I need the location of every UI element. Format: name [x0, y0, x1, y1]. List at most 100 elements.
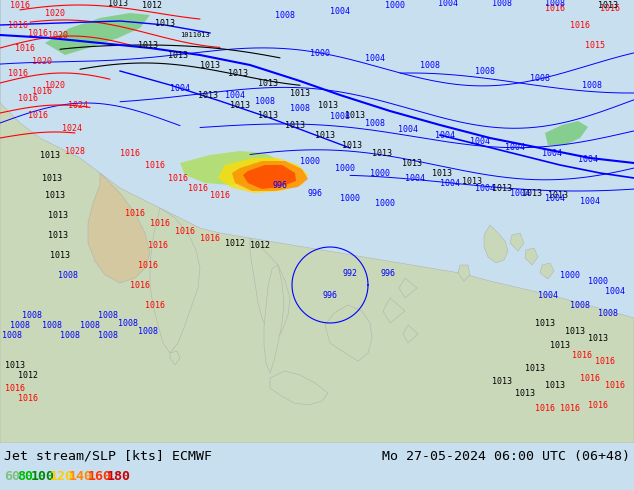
Text: 1024: 1024: [68, 100, 88, 109]
Text: 996: 996: [273, 180, 287, 190]
Text: 1016: 1016: [145, 161, 165, 170]
Text: 1013: 1013: [550, 341, 570, 349]
Text: 1008: 1008: [10, 320, 30, 329]
Text: 1028: 1028: [65, 147, 85, 155]
Text: 1008: 1008: [475, 67, 495, 75]
Text: 120: 120: [49, 470, 74, 483]
Text: 1012: 1012: [142, 0, 162, 9]
Text: 1008: 1008: [138, 326, 158, 336]
Text: 1013: 1013: [318, 100, 338, 109]
Text: 1016: 1016: [175, 226, 195, 236]
Text: 1013: 1013: [598, 0, 618, 9]
Polygon shape: [0, 0, 634, 443]
Text: 1016: 1016: [120, 148, 140, 157]
Text: 1016: 1016: [138, 261, 158, 270]
Text: 1013: 1013: [258, 78, 278, 88]
Text: 1024: 1024: [62, 123, 82, 132]
Text: 1008: 1008: [570, 300, 590, 310]
Text: 1013: 1013: [228, 69, 248, 77]
Text: 1013: 1013: [492, 183, 512, 193]
Text: 1000: 1000: [370, 169, 390, 177]
Text: 1004: 1004: [475, 183, 495, 193]
Polygon shape: [264, 265, 284, 373]
Text: 1016: 1016: [18, 94, 38, 102]
Text: 1013: 1013: [525, 364, 545, 372]
Text: 1013: 1013: [45, 191, 65, 199]
Text: 1011013: 1011013: [180, 32, 210, 38]
Text: 1008: 1008: [530, 74, 550, 82]
Polygon shape: [403, 325, 418, 343]
Text: 1000: 1000: [300, 156, 320, 166]
Text: 1016: 1016: [10, 0, 30, 9]
Polygon shape: [458, 265, 470, 281]
Text: 1020: 1020: [45, 8, 65, 18]
Text: 1004: 1004: [510, 189, 530, 197]
Text: 1016: 1016: [535, 403, 555, 413]
Text: 992: 992: [342, 269, 358, 277]
Polygon shape: [45, 13, 150, 55]
Text: 1013: 1013: [5, 361, 25, 369]
Text: 1013: 1013: [40, 150, 60, 160]
Text: 1004: 1004: [580, 196, 600, 205]
Text: 1013: 1013: [432, 169, 452, 177]
Polygon shape: [88, 173, 150, 283]
Text: 1008: 1008: [330, 112, 350, 121]
Text: 1016: 1016: [18, 393, 38, 402]
Text: 1000: 1000: [340, 194, 360, 202]
Text: 1004: 1004: [405, 173, 425, 182]
Text: 1016: 1016: [572, 350, 592, 360]
Polygon shape: [510, 233, 524, 251]
Text: 1008: 1008: [582, 80, 602, 90]
Text: 1004: 1004: [225, 91, 245, 99]
Text: 1008: 1008: [492, 0, 512, 7]
Polygon shape: [250, 238, 290, 343]
Text: 1016: 1016: [605, 381, 625, 390]
Text: 1004: 1004: [538, 291, 558, 299]
Text: 1004: 1004: [435, 130, 455, 140]
Text: 1012: 1012: [250, 241, 270, 249]
Polygon shape: [545, 121, 588, 145]
Text: 1008: 1008: [2, 330, 22, 340]
Text: 1013: 1013: [285, 121, 305, 129]
Text: 1008: 1008: [290, 103, 310, 113]
Text: 1004: 1004: [440, 178, 460, 188]
Text: 1008: 1008: [98, 311, 118, 319]
Text: 1013: 1013: [565, 326, 585, 336]
Text: 1004: 1004: [330, 6, 350, 16]
Text: 1013: 1013: [50, 250, 70, 260]
Text: 1013: 1013: [200, 60, 220, 70]
Text: 140: 140: [69, 470, 93, 483]
Text: 1008: 1008: [420, 60, 440, 70]
Text: 1008: 1008: [365, 119, 385, 127]
Text: 1016: 1016: [560, 403, 580, 413]
Text: 1012: 1012: [18, 370, 38, 379]
Polygon shape: [484, 225, 508, 263]
Polygon shape: [270, 371, 328, 405]
Text: 1004: 1004: [365, 53, 385, 63]
Text: 1013: 1013: [522, 189, 542, 197]
Text: 996: 996: [307, 189, 323, 197]
Text: 1016: 1016: [150, 219, 170, 227]
Text: 1004: 1004: [470, 137, 490, 146]
Text: 1013: 1013: [545, 381, 565, 390]
Text: 1013: 1013: [108, 0, 128, 7]
Text: 1016: 1016: [588, 400, 608, 410]
Polygon shape: [180, 151, 280, 185]
Text: 1004: 1004: [545, 194, 565, 202]
Text: 1020: 1020: [48, 30, 68, 40]
Text: 1008: 1008: [545, 0, 565, 7]
Text: 1008: 1008: [598, 309, 618, 318]
Polygon shape: [150, 208, 200, 353]
Text: 1004: 1004: [578, 154, 598, 164]
Polygon shape: [525, 248, 538, 265]
Text: 1013: 1013: [258, 111, 278, 120]
Text: 1016: 1016: [210, 191, 230, 199]
Text: 1016: 1016: [125, 209, 145, 218]
Text: 1016: 1016: [28, 111, 48, 120]
Polygon shape: [218, 158, 308, 193]
Text: 180: 180: [107, 470, 131, 483]
Text: 1016: 1016: [5, 384, 25, 392]
Text: 100: 100: [30, 470, 55, 483]
Text: 1016: 1016: [130, 280, 150, 290]
Text: 1008: 1008: [42, 320, 62, 329]
